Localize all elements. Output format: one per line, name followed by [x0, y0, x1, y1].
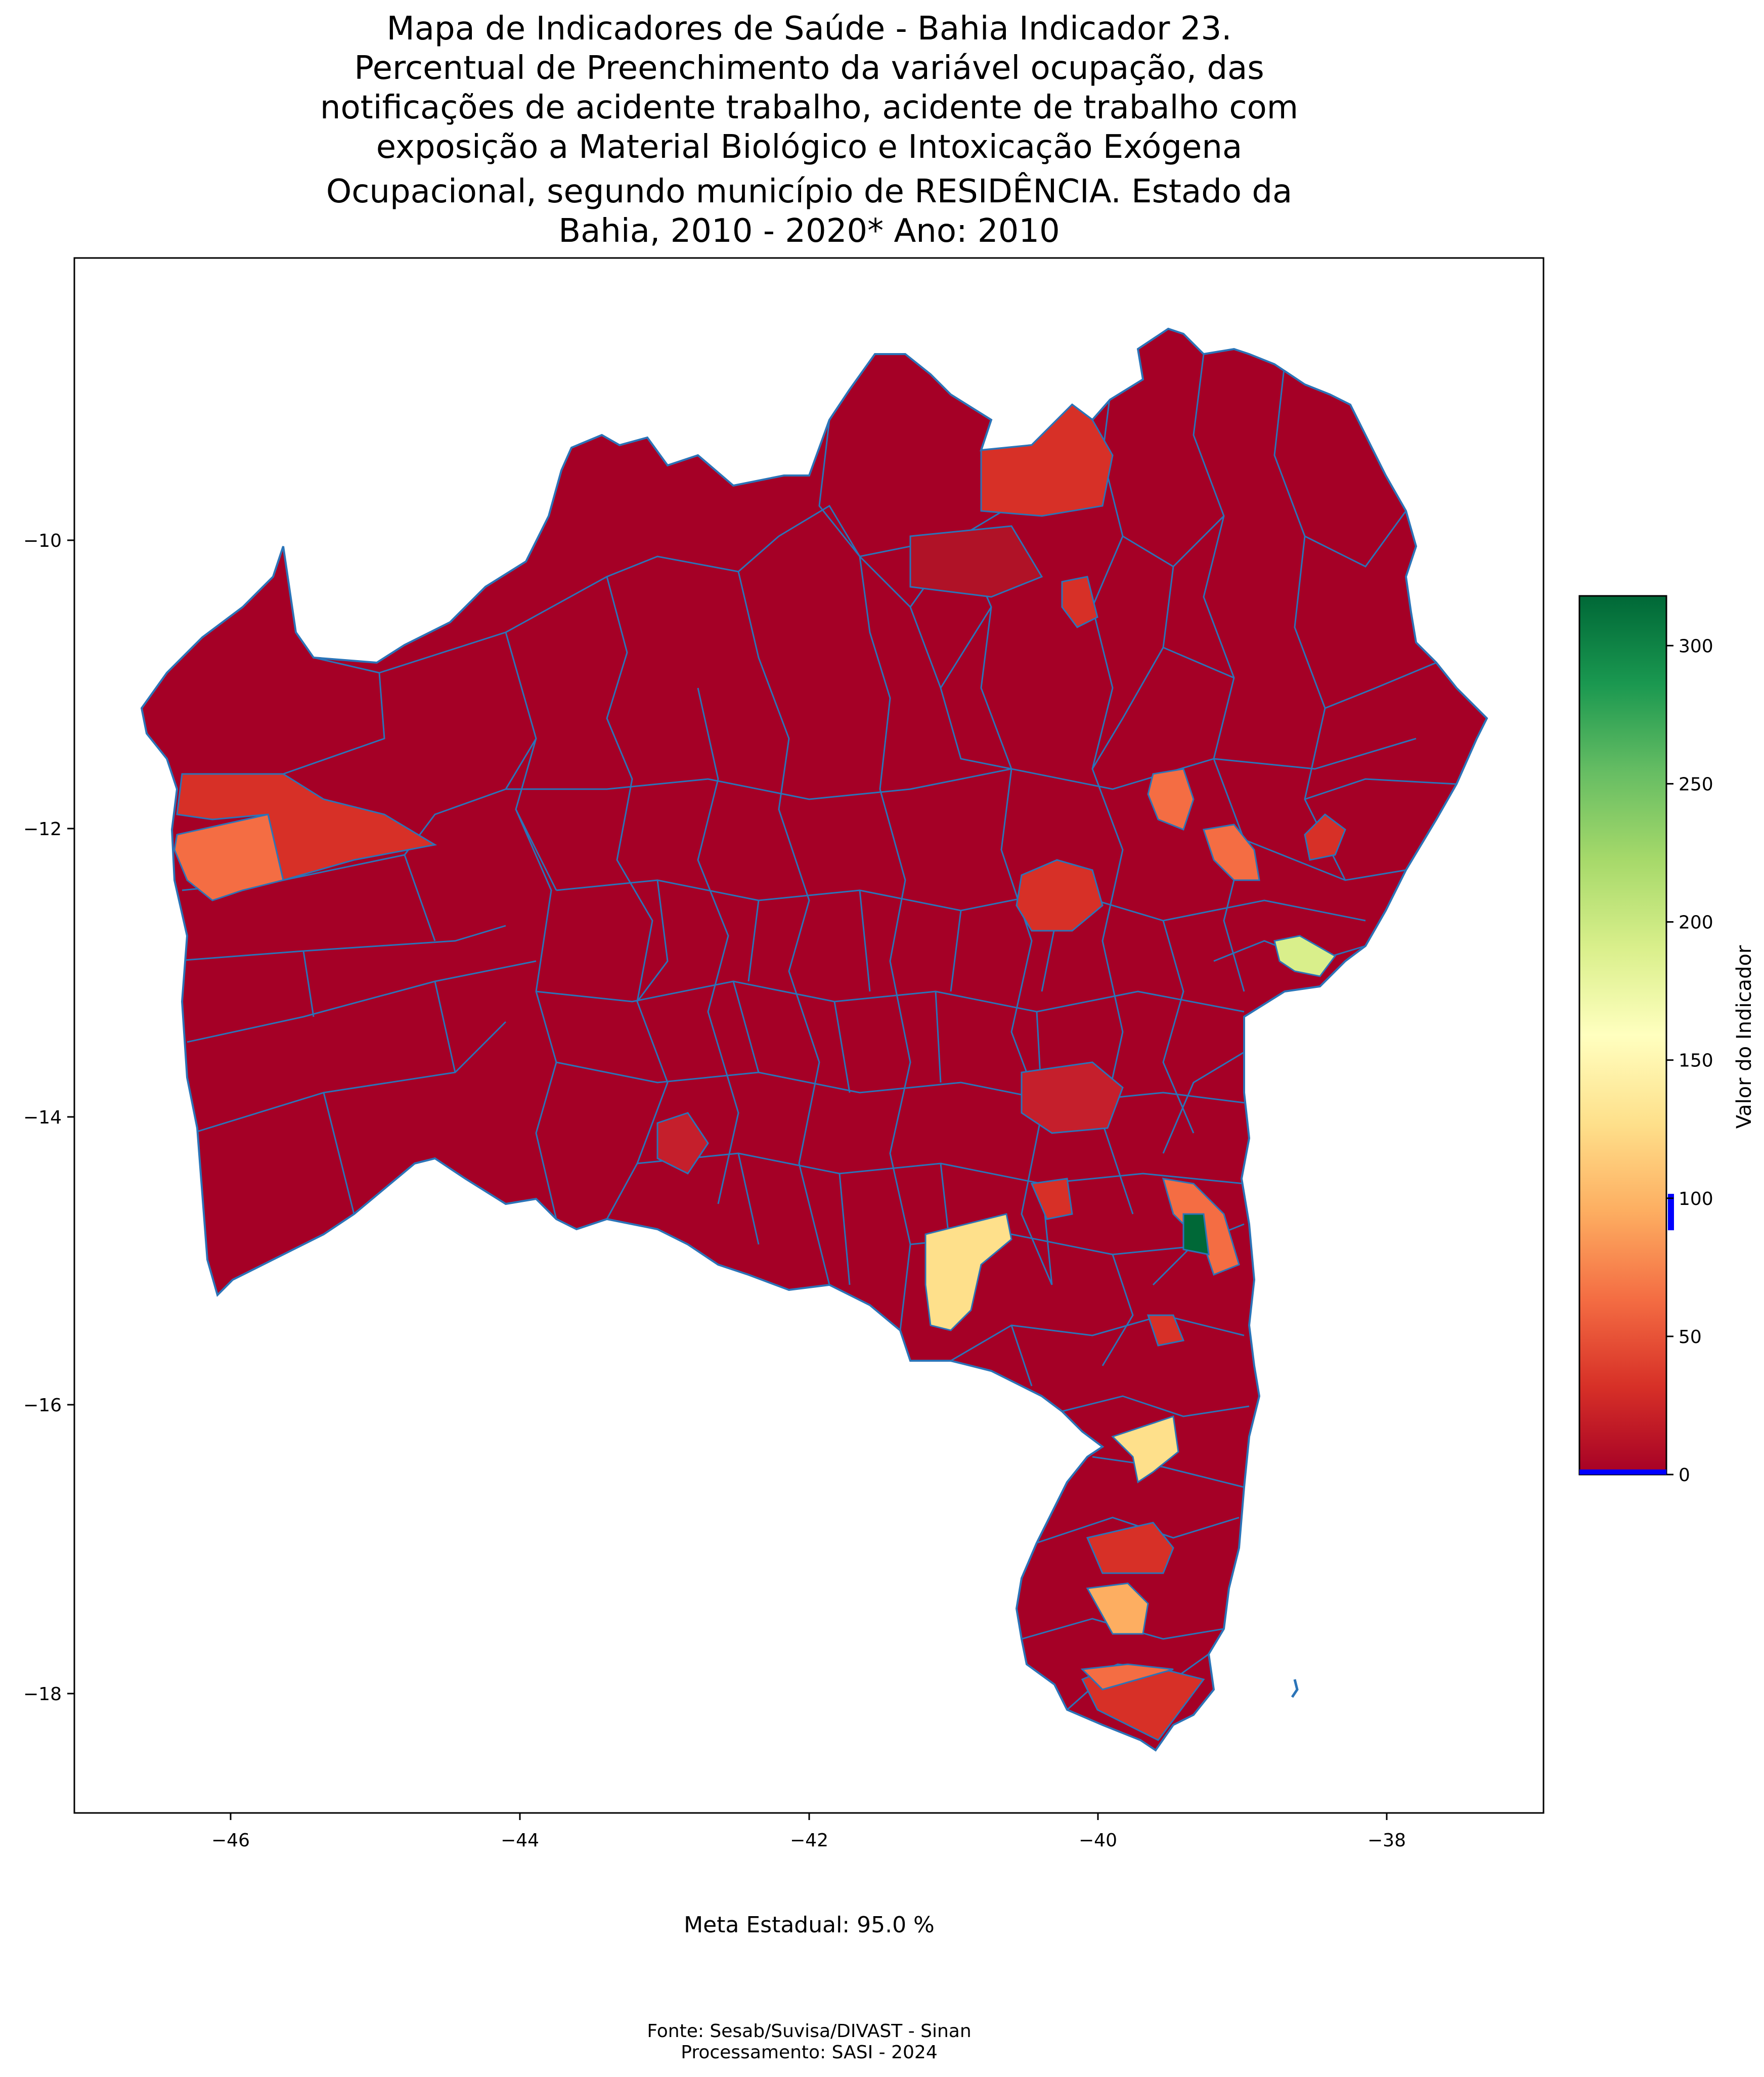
highlighted-municipalities: [173, 404, 1346, 1741]
title-line: notificações de acidente trabalho, acide…: [320, 89, 1299, 126]
x-tick-label: −38: [1368, 1830, 1406, 1851]
colorbar-tick-label: 200: [1679, 913, 1713, 933]
y-axis: −10 −12 −14 −16 −18: [23, 531, 74, 1705]
colorbar: 0 50 100 150 200 250 300 Valor do Indicador: [1578, 595, 1756, 1486]
region-south-red-small: [1030, 1178, 1073, 1220]
municipality-borders: [171, 354, 1457, 1711]
title-line: Mapa de Indicadores de Saúde - Bahia Ind…: [386, 10, 1232, 48]
region-east-red-3: [1304, 813, 1346, 861]
region-north-red: [980, 404, 1114, 517]
colorbar-tick-label: 50: [1679, 1327, 1702, 1348]
region-coast-lightgreen: [1273, 935, 1337, 977]
title-line: exposição a Material Biológico e Intoxic…: [376, 128, 1243, 166]
colorbar-gradient: [1578, 595, 1667, 1476]
region-center-south-red: [1021, 1061, 1124, 1134]
colorbar-ticks: 0 50 100 150 200 250 300: [1666, 636, 1713, 1486]
colorbar-tick-label: 250: [1679, 774, 1713, 795]
title-line: Bahia, 2010 - 2020* Ano: 2010: [558, 212, 1060, 250]
region-south-red-3: [1086, 1522, 1174, 1574]
state-base-region: [140, 327, 1488, 1752]
region-coast-green: [1182, 1213, 1210, 1256]
region-southwest-red: [656, 1112, 709, 1175]
island-marker: [1291, 1679, 1299, 1698]
region-west-orange: [173, 813, 284, 901]
title-line: Percentual de Preenchimento da variável …: [354, 50, 1264, 87]
x-tick-label: −44: [501, 1830, 539, 1851]
colorbar-goal-marker: [1668, 1194, 1674, 1231]
region-east-orange-2: [1203, 824, 1260, 881]
x-tick-label: −42: [790, 1830, 828, 1851]
x-tick-label: −46: [211, 1830, 250, 1851]
x-axis: −46 −44 −42 −40 −38: [211, 1813, 1406, 1851]
y-tick-label: −12: [23, 819, 62, 840]
title-line: Ocupacional, segundo município de RESIDÊ…: [326, 173, 1293, 210]
processing-line: Processamento: SASI - 2024: [681, 2042, 938, 2063]
y-tick-label: −14: [23, 1107, 62, 1128]
region-south-red-2: [1146, 1314, 1185, 1347]
y-tick-label: −16: [23, 1395, 62, 1416]
y-tick-label: −10: [23, 531, 62, 551]
colorbar-label: Valor do Indicador: [1733, 945, 1756, 1129]
region-south-yellow-2: [1111, 1415, 1179, 1484]
state-goal-text: Meta Estadual: 95.0 %: [684, 1912, 935, 1938]
region-north-band: [909, 525, 1043, 598]
colorbar-tick-label: 300: [1679, 636, 1713, 657]
region-west-red: [176, 773, 437, 881]
colorbar-min-marker: [1579, 1469, 1666, 1475]
region-south-yellow: [924, 1213, 1012, 1331]
y-tick-label: −18: [23, 1684, 62, 1705]
map-title: Mapa de Indicadores de Saúde - Bahia Ind…: [0, 9, 1618, 251]
colorbar-tick-label: 100: [1679, 1189, 1713, 1209]
x-tick-label: −40: [1079, 1830, 1117, 1851]
source-line: Fonte: Sesab/Suvisa/DIVAST - Sinan: [647, 2021, 972, 2042]
source-note: Fonte: Sesab/Suvisa/DIVAST - Sinan Proce…: [0, 2021, 1618, 2063]
bahia-state-map: [140, 327, 1488, 1752]
colorbar-tick-label: 0: [1679, 1465, 1690, 1486]
region-south-orange-3: [1086, 1582, 1149, 1635]
region-south-tip-orange: [1080, 1663, 1174, 1691]
region-east-orange-1: [1147, 768, 1195, 831]
colorbar-tick-label: 150: [1679, 1051, 1713, 1071]
region-center-red: [1016, 859, 1104, 932]
region-north-small: [1061, 576, 1098, 628]
